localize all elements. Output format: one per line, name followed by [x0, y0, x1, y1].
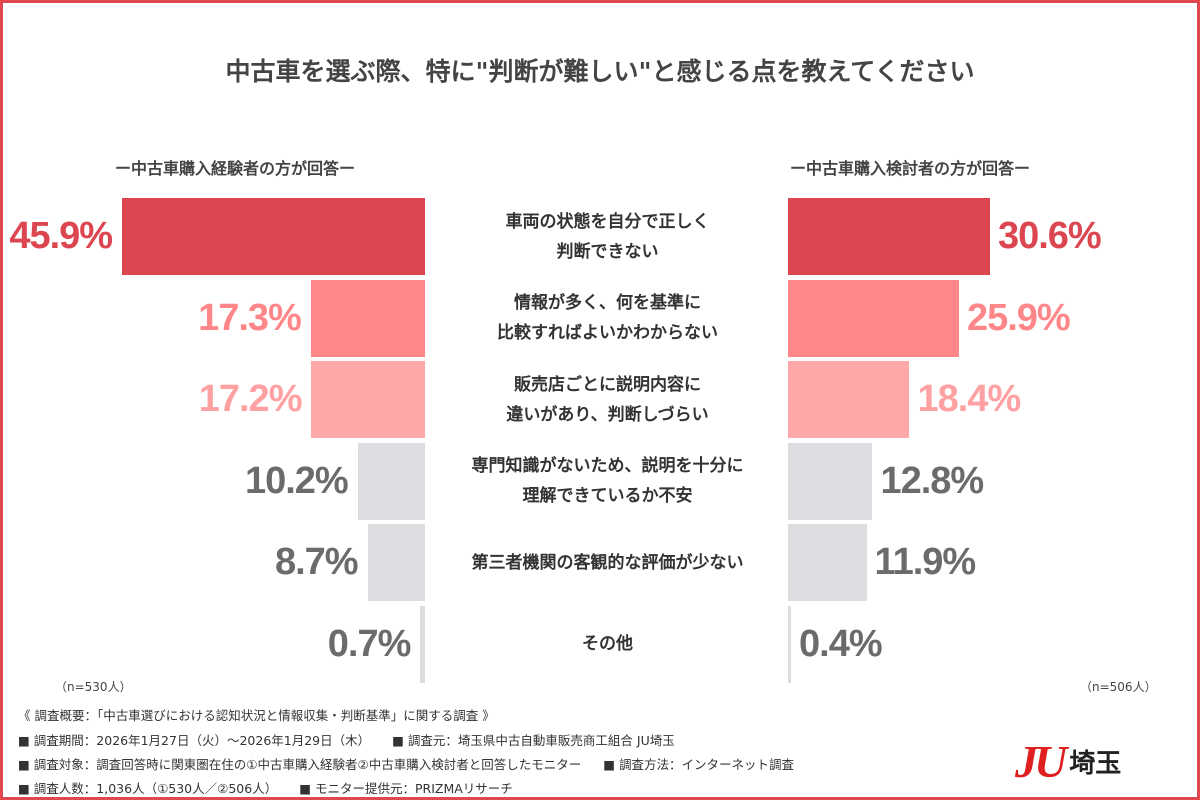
ju-saitama-logo: JU 埼玉	[1015, 735, 1121, 788]
right-bar	[788, 361, 910, 438]
category-label: その他	[582, 634, 633, 654]
left-bar	[420, 605, 425, 683]
survey-period: ■ 調査期間：2026年1月27日（火）～2026年1月29日（木）	[18, 733, 371, 748]
right-bar	[788, 442, 873, 520]
left-bar	[310, 279, 425, 357]
category-label: 販売店ごとに説明内容に 違いがあり、判断しづらい	[506, 374, 709, 425]
footer-line: ■ 調査対象：調査回答時に関東圏在住の①中古車購入経験者②中古車購入検討者と回答…	[18, 754, 816, 773]
left-value-label: 17.2%	[198, 378, 303, 420]
logo-text: 埼玉	[1069, 749, 1122, 779]
right-series-label: ー中古車購入検討者の方が回答ー	[790, 159, 1031, 178]
category-label: 専門知識がないため、説明を十分に 理解できているか不安	[471, 456, 744, 506]
footer-line: ■ 調査期間：2026年1月27日（火）～2026年1月29日（木） ■ 調査元：…	[18, 730, 697, 749]
monitor-provider: ■ モニター提供元：PRIZMAリサーチ	[299, 781, 513, 796]
right-bar	[788, 524, 867, 601]
survey-count: ■ 調査人数：1,036人（①530人／②506人）	[18, 781, 278, 796]
right-value-label: 30.6%	[997, 215, 1102, 257]
survey-overview: 《 調査概要：「中古車選びにおける認知状況と情報収集・判断基準」に関する調査 》	[18, 708, 495, 723]
left-bar	[357, 442, 425, 520]
left-value-label: 45.9%	[9, 215, 113, 257]
left-value-label: 10.2%	[244, 459, 349, 502]
left-sample-size: （n=530人）	[55, 680, 132, 694]
survey-source: ■ 調査元：埼玉県中古自動車販売商工組合 JU埼玉	[392, 733, 675, 748]
survey-target: ■ 調査対象：調査回答時に関東圏在住の①中古車購入経験者②中古車購入検討者と回答…	[18, 757, 582, 772]
left-series-label: ー中古車購入経験者の方が回答ー	[115, 159, 356, 178]
footer-line: ■ 調査人数：1,036人（①530人／②506人） ■ モニター提供元：PRIZ…	[18, 778, 535, 797]
left-value-label: 8.7%	[274, 541, 359, 583]
right-sample-size: （n=506人）	[1080, 680, 1157, 694]
left-bar	[311, 361, 425, 438]
right-bar	[788, 279, 959, 357]
right-value-label: 12.8%	[880, 459, 984, 502]
left-bar	[367, 524, 425, 601]
survey-method: ■ 調査方法：インターネット調査	[603, 757, 794, 772]
left-value-label: 0.7%	[327, 622, 412, 665]
right-value-label: 11.9%	[874, 541, 977, 583]
category-label: 第三者機関の客観的な評価が少ない	[471, 552, 744, 573]
category-label: 車両の状態を自分で正しく 判断できない	[505, 211, 710, 262]
logo-mark: JU	[1015, 736, 1067, 787]
category-label: 情報が多く、何を基準に 比較すればよいかわからない	[497, 293, 718, 343]
right-value-label: 0.4%	[799, 622, 883, 665]
chart-title: 中古車を選ぶ際、特に"判断が難しい"と感じる点を教えてください	[225, 57, 975, 86]
left-value-label: 17.3%	[198, 296, 302, 339]
right-bar	[788, 605, 791, 683]
right-bar	[788, 198, 990, 275]
right-value-label: 18.4%	[917, 378, 1021, 420]
left-bar	[122, 198, 425, 275]
right-value-label: 25.9%	[966, 296, 1071, 339]
